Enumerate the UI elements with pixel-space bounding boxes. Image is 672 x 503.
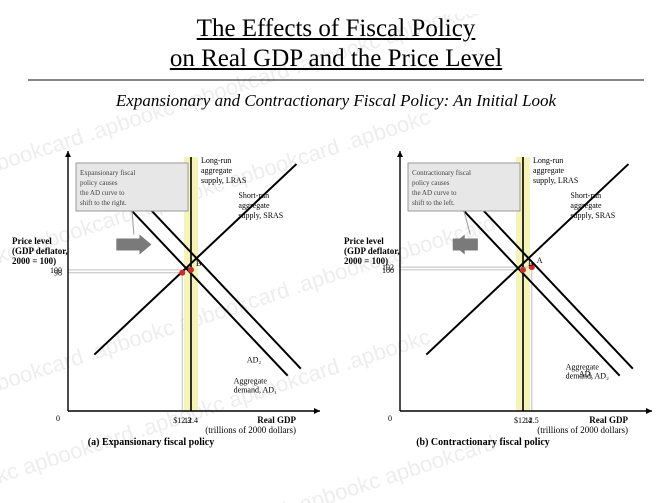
callout-text: policy causes: [412, 179, 450, 187]
callout-text: shift to the left.: [412, 199, 455, 207]
lras-label: supply, LRAS: [533, 176, 578, 185]
sras-label: Short-run: [238, 191, 269, 200]
figure-contractionary: 0AB100102$12.412.5Price level(GDP deflat…: [338, 119, 666, 459]
callout-text: the AD curve to: [80, 189, 125, 197]
lras-label: supply, LRAS: [201, 176, 246, 185]
ad-label-AD1: demand, AD₁: [234, 386, 277, 395]
callout-pointer: [132, 211, 134, 234]
ad-label-AD2: demand, AD₂: [566, 372, 609, 381]
y-axis-title: (GDP deflator,: [344, 246, 400, 256]
x-axis-title: (trillions of 2000 dollars): [205, 425, 296, 435]
title-line1: The Effects of Fiscal Policy: [28, 14, 644, 44]
y-axis-title: Price level: [12, 236, 52, 246]
origin-label: 0: [388, 414, 392, 423]
title-line2: on Real GDP and the Price Level: [28, 44, 644, 74]
ad-label-AD2: Aggregate: [566, 363, 600, 372]
xtick: 12.4: [184, 416, 198, 425]
figure-expansionary: 0AB98100$12.312.4Price level(GDP deflato…: [6, 119, 334, 459]
sras-label: Short-run: [570, 191, 601, 200]
x-axis-title: Real GDP: [589, 415, 628, 425]
lras-label: Long-run: [533, 156, 563, 165]
ad-label-AD1: Aggregate: [234, 377, 268, 386]
sras-label: aggregate: [238, 201, 270, 210]
sras-label: supply, SRAS: [238, 211, 283, 220]
shift-arrow-head: [139, 234, 151, 254]
callout-text: the AD curve to: [412, 189, 457, 197]
lras-label: aggregate: [201, 166, 233, 175]
title-box: The Effects of Fiscal Policy on Real GDP…: [28, 14, 644, 81]
figure-caption: (b) Contractionary fiscal policy: [416, 437, 550, 448]
y-axis-title: (GDP deflator,: [12, 246, 68, 256]
ytick: 100: [50, 266, 62, 275]
lras-label: aggregate: [533, 166, 565, 175]
point-B: [520, 267, 526, 273]
slide: apbookcard .apbookc apbookcard .apbookc …: [0, 14, 672, 503]
subtitle: Expansionary and Contractionary Fiscal P…: [0, 91, 672, 111]
callout-text: Contractionary fiscal: [412, 169, 471, 177]
point-label-B: B: [196, 259, 201, 268]
callout-text: shift to the right.: [80, 199, 127, 207]
y-axis-title: Price level: [344, 236, 384, 246]
origin-label: 0: [56, 414, 60, 423]
ad-label-AD2: AD₂: [247, 356, 262, 365]
y-axis-title: 2000 = 100): [344, 256, 388, 266]
lras-label: Long-run: [201, 156, 231, 165]
x-axis-title: Real GDP: [257, 415, 296, 425]
shift-arrow-head: [453, 234, 465, 254]
point-A: [179, 270, 185, 276]
xtick: 12.5: [525, 416, 539, 425]
callout-text: Expansionary fiscal: [80, 169, 135, 177]
sras-label: aggregate: [570, 201, 602, 210]
x-axis-title: (trillions of 2000 dollars): [537, 425, 628, 435]
y-axis-title: 2000 = 100): [12, 256, 56, 266]
figure-caption: (a) Expansionary fiscal policy: [88, 437, 214, 448]
point-label-A: A: [537, 256, 543, 265]
point-label-B: B: [528, 259, 533, 268]
sras-label: supply, SRAS: [570, 211, 615, 220]
shift-arrow-body: [116, 238, 141, 250]
callout-text: policy causes: [80, 179, 118, 187]
figure-row: 0AB98100$12.312.4Price level(GDP deflato…: [0, 119, 672, 459]
point-B: [188, 267, 194, 273]
